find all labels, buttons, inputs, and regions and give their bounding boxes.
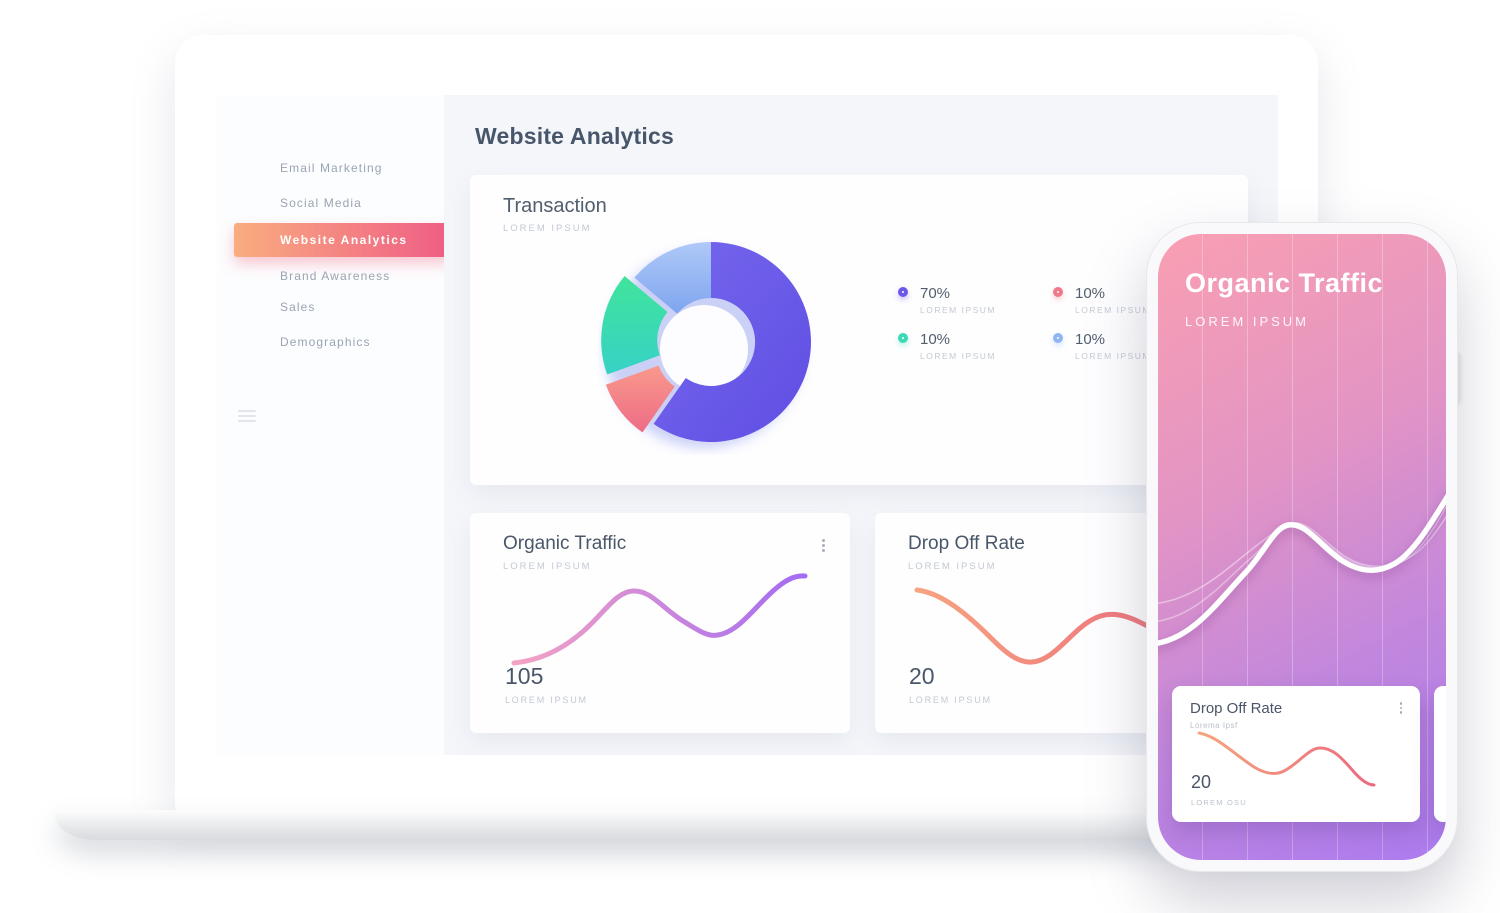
dropoff-metric-label: LOREM IPSUM [909,695,992,705]
sidebar-active-label: Website Analytics [280,233,408,247]
sidebar-item-website-analytics-active[interactable]: Website Analytics [234,223,451,257]
phone-partial-card: Re Lo 4 LO [1434,686,1446,822]
organic-metric-value: 105 [505,663,544,689]
transaction-donut-chart [601,242,811,448]
screen-content: Email Marketing Social Media Website Ana… [216,95,1278,755]
legend-ring-purple-icon [898,287,908,297]
transaction-card-subtitle: LOREM IPSUM [503,223,592,234]
phone-dropoff-value-label: LOREM OSU [1191,798,1247,807]
legend-pct: 10% [920,331,951,348]
kebab-menu-icon[interactable] [818,539,828,552]
transaction-card: Transaction LOREM IPSUM [470,175,1248,485]
dropoff-card-title: Drop Off Rate [908,533,1025,554]
sidebar-item-email-marketing[interactable]: Email Marketing [280,161,383,175]
transaction-card-title: Transaction [503,195,607,217]
legend-item-red: 10% LOREM IPSUM [1053,285,1208,315]
donut-slice-10pct-red[interactable] [605,365,675,433]
main-content: Website Analytics Transaction LOREM IPSU… [444,95,1278,755]
phone-line-main [1158,493,1446,646]
legend-ring-blue-icon [1053,333,1063,343]
organic-line-path [511,573,808,666]
sidebar-item-demographics[interactable]: Demographics [280,335,371,349]
sidebar-item-social-media[interactable]: Social Media [280,196,362,210]
legend-pct: 10% [1075,331,1106,348]
organic-traffic-line-chart [511,573,808,666]
phone-dropoff-line-chart [1197,731,1376,787]
legend-ring-red-icon [1053,287,1063,297]
legend-label: LOREM IPSUM [920,305,997,315]
organic-card-subtitle: LOREM IPSUM [503,561,592,572]
donut-shadow-hole [660,305,748,393]
dropoff-card-subtitle: LOREM IPSUM [908,561,997,572]
phone-line-secondary-1 [1158,515,1446,604]
legend-item-blue: 10% LOREM IPSUM [1053,331,1208,361]
donut-slice-70pct[interactable] [653,242,811,442]
phone-dropoff-card: Drop Off Rate Lorema Ipsf 20 LOREM OSU [1172,686,1420,822]
legend-pct: 70% [920,285,951,302]
organic-metric-label: LOREM IPSUM [505,695,588,705]
phone-dropoff-subtitle: Lorema Ipsf [1190,721,1238,730]
phone-screen: Organic Traffic LOREM IPSUM Drop Off Rat… [1158,234,1446,860]
legend-label: LOREM IPSUM [1075,305,1152,315]
phone-dropoff-title: Drop Off Rate [1190,700,1283,717]
kebab-menu-icon[interactable] [1396,702,1406,714]
sidebar-item-brand-awareness[interactable]: Brand Awareness [280,269,391,283]
organic-card-title: Organic Traffic [503,533,627,554]
phone-dropoff-value: 20 [1191,772,1212,792]
donut-slice-10pct-blue[interactable] [634,242,711,314]
legend-label: LOREM IPSUM [1075,351,1152,361]
phone-page-title: Organic Traffic [1185,268,1384,298]
legend-item-teal: 10% LOREM IPSUM [898,331,1053,361]
dropoff-metric-value: 20 [909,663,935,689]
legend-ring-teal-icon [898,333,908,343]
sidebar-item-sales[interactable]: Sales [280,300,316,314]
donut-slice-10pct-teal[interactable] [601,276,668,375]
phone-frame: Organic Traffic LOREM IPSUM Drop Off Rat… [1146,222,1458,872]
phone-dropoff-line-path [1197,731,1376,787]
organic-traffic-card: Organic Traffic LOREM IPSUM 105 LOREM IP… [470,513,850,733]
laptop-screen-frame: Email Marketing Social Media Website Ana… [175,35,1318,812]
legend-item-purple: 70% LOREM IPSUM [898,285,1053,315]
phone-partial-mini-chart [1442,744,1446,764]
phone-organic-line-chart [1158,493,1446,646]
legend-label: LOREM IPSUM [920,351,997,361]
legend-pct: 10% [1075,285,1106,302]
phone-page-subtitle: LOREM IPSUM [1185,314,1310,329]
hamburger-menu-icon[interactable] [238,410,256,425]
sidebar: Email Marketing Social Media Website Ana… [216,95,451,755]
page-title: Website Analytics [475,123,674,149]
donut-legend: 70% LOREM IPSUM 10% LOREM IPSUM [898,285,1208,361]
